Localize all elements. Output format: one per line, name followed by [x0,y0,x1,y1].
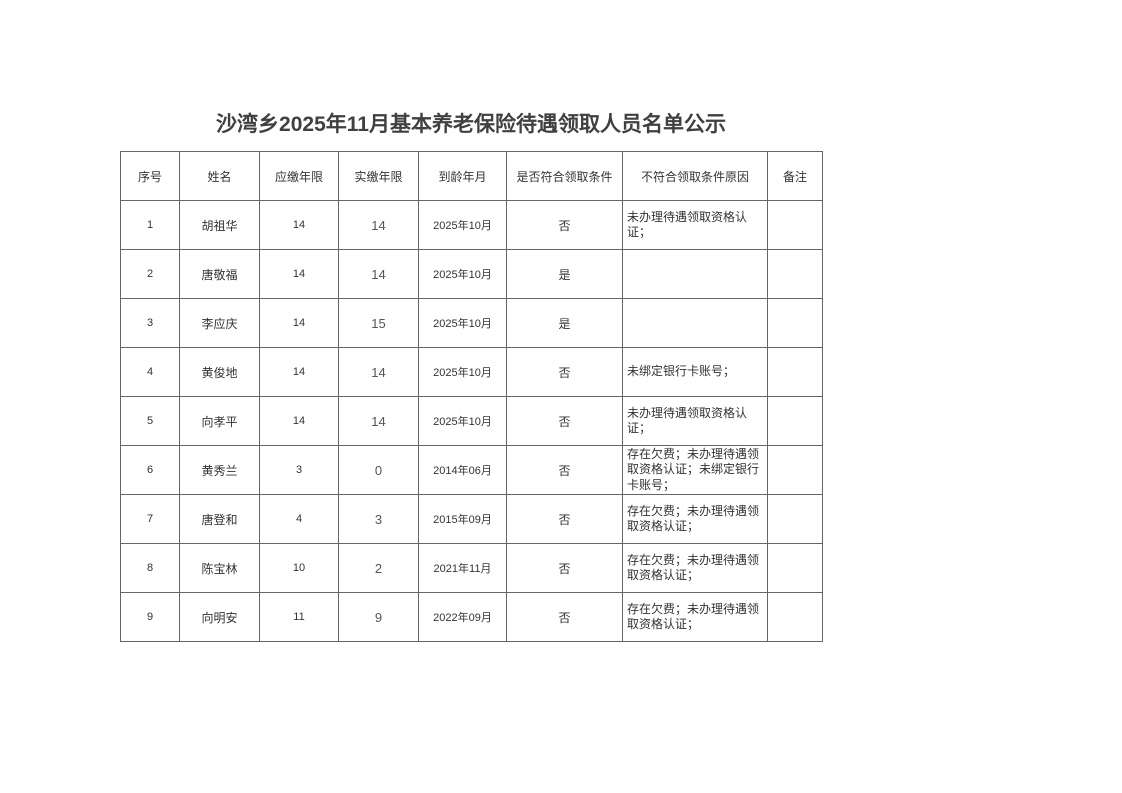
column-header-remarks: 备注 [767,151,823,201]
cell-age-date: 2015年09月 [418,494,507,544]
table-header-row: 序号 姓名 应缴年限 实缴年限 到龄年月 是否符合领取条件 不符合领取条件原因 备注 [120,151,823,201]
column-header-eligible: 是否符合领取条件 [506,151,623,201]
cell-age-date: 2025年10月 [418,347,507,397]
cell-age-date: 2014年06月 [418,445,507,495]
cell-remarks [767,494,823,544]
cell-name: 黄秀兰 [179,445,260,495]
table-row: 4 黄俊地 14 14 2025年10月否未绑定银行卡账号； [120,347,823,397]
cell-name: 向孝平 [179,396,260,446]
cell-required-years: 11 [259,592,339,642]
column-header-required-years: 应缴年限 [259,151,339,201]
column-header-paid-years: 实缴年限 [338,151,419,201]
table-row: 8 陈宝林 10 2 2021年11月否存在欠费；未办理待遇领取资格认证； [120,543,823,593]
cell-required-years: 10 [259,543,339,593]
cell-reason: 存在欠费；未办理待遇领取资格认证；未绑定银行卡账号； [622,445,768,495]
cell-age-date: 2021年11月 [418,543,507,593]
column-header-reason: 不符合领取条件原因 [622,151,768,201]
cell-remarks [767,592,823,642]
cell-paid-years: 9 [338,592,419,642]
cell-required-years: 4 [259,494,339,544]
cell-name: 唐敬福 [179,249,260,299]
cell-eligible: 否 [506,494,623,544]
cell-paid-years: 14 [338,249,419,299]
cell-required-years: 14 [259,396,339,446]
cell-remarks [767,200,823,250]
cell-paid-years: 2 [338,543,419,593]
cell-name: 唐登和 [179,494,260,544]
table-row: 1 胡祖华 14 14 2025年10月否未办理待遇领取资格认证； [120,200,823,250]
cell-eligible: 是 [506,249,623,299]
column-header-index: 序号 [120,151,180,201]
cell-index: 9 [120,592,180,642]
cell-reason: 存在欠费；未办理待遇领取资格认证； [622,494,768,544]
cell-reason: 存在欠费；未办理待遇领取资格认证； [622,543,768,593]
table-row: 7 唐登和 4 3 2015年09月否存在欠费；未办理待遇领取资格认证； [120,494,823,544]
cell-eligible: 否 [506,396,623,446]
table-row: 5 向孝平 14 14 2025年10月否未办理待遇领取资格认证； [120,396,823,446]
cell-paid-years: 15 [338,298,419,348]
table-row: 6 黄秀兰 3 0 2014年06月否存在欠费；未办理待遇领取资格认证；未绑定银行卡账号… [120,445,823,495]
cell-paid-years: 14 [338,347,419,397]
cell-reason: 存在欠费；未办理待遇领取资格认证； [622,592,768,642]
cell-paid-years: 3 [338,494,419,544]
cell-name: 李应庆 [179,298,260,348]
cell-reason: 未办理待遇领取资格认证； [622,200,768,250]
table-row: 2 唐敬福 14 14 2025年10月是 [120,249,823,299]
column-header-name: 姓名 [179,151,260,201]
column-header-age-date: 到龄年月 [418,151,507,201]
recipient-table: 序号 姓名 应缴年限 实缴年限 到龄年月 是否符合领取条件 不符合领取条件原因 备注 1 胡祖华… [120,151,823,642]
cell-required-years: 14 [259,249,339,299]
cell-age-date: 2025年10月 [418,298,507,348]
cell-name: 陈宝林 [179,543,260,593]
cell-required-years: 14 [259,200,339,250]
cell-index: 8 [120,543,180,593]
cell-index: 5 [120,396,180,446]
cell-index: 1 [120,200,180,250]
cell-name: 黄俊地 [179,347,260,397]
table-row: 3 李应庆 14 15 2025年10月是 [120,298,823,348]
cell-age-date: 2022年09月 [418,592,507,642]
cell-remarks [767,298,823,348]
cell-index: 7 [120,494,180,544]
cell-name: 胡祖华 [179,200,260,250]
cell-reason [622,249,768,299]
cell-eligible: 否 [506,543,623,593]
cell-reason [622,298,768,348]
cell-eligible: 否 [506,347,623,397]
cell-paid-years: 14 [338,396,419,446]
page-title: 沙湾乡2025年11月基本养老保险待遇领取人员名单公示 [216,113,726,136]
cell-reason: 未绑定银行卡账号； [622,347,768,397]
cell-remarks [767,396,823,446]
cell-required-years: 14 [259,347,339,397]
cell-name: 向明安 [179,592,260,642]
cell-index: 4 [120,347,180,397]
cell-remarks [767,445,823,495]
cell-required-years: 14 [259,298,339,348]
cell-age-date: 2025年10月 [418,200,507,250]
cell-age-date: 2025年10月 [418,249,507,299]
cell-remarks [767,347,823,397]
cell-eligible: 否 [506,200,623,250]
cell-eligible: 否 [506,445,623,495]
cell-paid-years: 14 [338,200,419,250]
cell-index: 2 [120,249,180,299]
table-row: 9 向明安 11 9 2022年09月否存在欠费；未办理待遇领取资格认证； [120,592,823,642]
cell-remarks [767,543,823,593]
cell-index: 6 [120,445,180,495]
cell-index: 3 [120,298,180,348]
cell-age-date: 2025年10月 [418,396,507,446]
cell-required-years: 3 [259,445,339,495]
cell-eligible: 是 [506,298,623,348]
cell-reason: 未办理待遇领取资格认证； [622,396,768,446]
cell-paid-years: 0 [338,445,419,495]
cell-eligible: 否 [506,592,623,642]
cell-remarks [767,249,823,299]
